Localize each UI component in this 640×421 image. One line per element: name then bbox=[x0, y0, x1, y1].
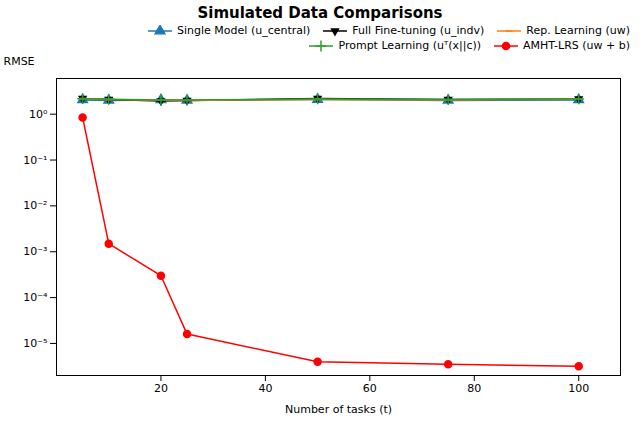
html-text:Prompt Learning (uᵀ(x||c)): Prompt Learning (uᵀ(x||c)) bbox=[338, 39, 481, 52]
svg-text:Number of tasks (t): Number of tasks (t) bbox=[285, 403, 392, 416]
svg-text:80: 80 bbox=[467, 382, 481, 395]
svg-text:40: 40 bbox=[258, 382, 272, 395]
svg-text:RMSE: RMSE bbox=[4, 55, 35, 68]
html-text:Rep. Learning (uw): Rep. Learning (uw) bbox=[526, 24, 630, 37]
svg-text:10⁻¹: 10⁻¹ bbox=[23, 154, 47, 167]
html-text:Full Fine-tuning (u_indv): Full Fine-tuning (u_indv) bbox=[352, 24, 485, 37]
html-text:Single Model (u_central): Single Model (u_central) bbox=[177, 24, 311, 37]
svg-text:10⁻²: 10⁻² bbox=[23, 199, 47, 212]
svg-text:10⁻³: 10⁻³ bbox=[23, 245, 47, 258]
svg-text:10⁻⁵: 10⁻⁵ bbox=[23, 337, 47, 350]
svg-text:60: 60 bbox=[363, 382, 377, 395]
svg-text:10⁻⁴: 10⁻⁴ bbox=[23, 291, 48, 304]
svg-text:10⁰: 10⁰ bbox=[29, 108, 48, 121]
svg-text:100: 100 bbox=[568, 382, 589, 395]
svg-text:20: 20 bbox=[154, 382, 168, 395]
html-text:Simulated Data Comparisons: Simulated Data Comparisons bbox=[197, 4, 443, 22]
html-text:AMHT-LRS (uw + b): AMHT-LRS (uw + b) bbox=[523, 39, 630, 52]
